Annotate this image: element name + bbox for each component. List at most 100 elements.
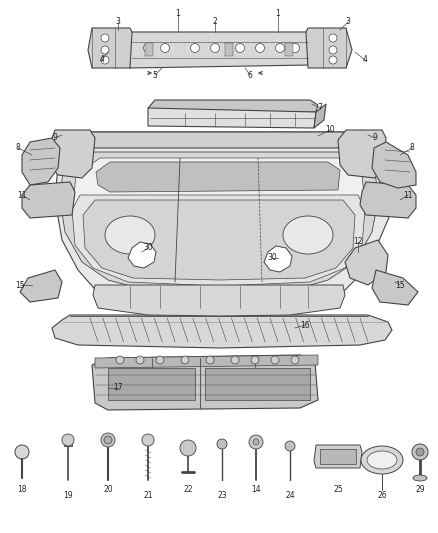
Text: 17: 17 [113, 384, 123, 392]
Text: 3: 3 [116, 18, 120, 27]
Text: 10: 10 [325, 125, 335, 134]
Circle shape [329, 34, 337, 42]
Polygon shape [60, 132, 372, 148]
Polygon shape [285, 43, 293, 56]
Text: 15: 15 [15, 280, 25, 289]
Circle shape [253, 439, 259, 445]
Polygon shape [95, 355, 318, 368]
Polygon shape [314, 104, 326, 128]
Circle shape [136, 356, 144, 364]
Polygon shape [148, 108, 316, 128]
Circle shape [101, 46, 109, 54]
Polygon shape [345, 240, 388, 285]
Circle shape [101, 56, 109, 64]
Text: 24: 24 [285, 490, 295, 499]
Polygon shape [145, 43, 153, 56]
Polygon shape [225, 43, 233, 56]
Polygon shape [83, 200, 355, 280]
Text: 25: 25 [333, 486, 343, 495]
Circle shape [271, 356, 279, 364]
Circle shape [181, 356, 189, 364]
Text: 3: 3 [346, 18, 350, 27]
Polygon shape [50, 130, 95, 178]
Circle shape [15, 445, 29, 459]
Text: 14: 14 [251, 486, 261, 495]
Text: 26: 26 [377, 490, 387, 499]
Circle shape [180, 440, 196, 456]
Text: 16: 16 [300, 320, 310, 329]
Circle shape [116, 356, 124, 364]
Circle shape [329, 46, 337, 54]
Polygon shape [96, 162, 340, 192]
Circle shape [142, 434, 154, 446]
Text: 4: 4 [363, 55, 367, 64]
Circle shape [191, 44, 199, 52]
Polygon shape [372, 270, 418, 305]
Circle shape [156, 356, 164, 364]
Text: 22: 22 [183, 486, 193, 495]
Circle shape [249, 435, 263, 449]
Polygon shape [55, 132, 396, 312]
Text: 11: 11 [403, 190, 413, 199]
Circle shape [104, 436, 112, 444]
Circle shape [231, 356, 239, 364]
Text: 9: 9 [53, 133, 57, 142]
Circle shape [62, 434, 74, 446]
Circle shape [276, 44, 285, 52]
Text: 11: 11 [17, 190, 27, 199]
Polygon shape [108, 368, 195, 400]
Circle shape [206, 356, 214, 364]
Text: 8: 8 [16, 143, 21, 152]
Polygon shape [264, 246, 292, 272]
Polygon shape [148, 100, 318, 114]
Text: 30: 30 [267, 254, 277, 262]
Circle shape [251, 356, 259, 364]
Text: 4: 4 [99, 55, 104, 64]
Polygon shape [360, 182, 416, 218]
Text: 8: 8 [410, 143, 414, 152]
Text: 23: 23 [217, 490, 227, 499]
Text: 5: 5 [152, 70, 157, 79]
Text: 7: 7 [318, 103, 322, 112]
Text: 19: 19 [63, 490, 73, 499]
Circle shape [236, 44, 244, 52]
Text: 30: 30 [143, 244, 153, 253]
Ellipse shape [367, 451, 397, 469]
Text: 29: 29 [415, 486, 425, 495]
Circle shape [285, 441, 295, 451]
Ellipse shape [283, 216, 333, 254]
Polygon shape [205, 368, 310, 400]
Text: 9: 9 [373, 133, 378, 142]
Text: 12: 12 [353, 238, 363, 246]
Polygon shape [64, 442, 72, 446]
Polygon shape [320, 449, 356, 464]
Polygon shape [88, 28, 132, 68]
Polygon shape [314, 445, 362, 468]
Text: 2: 2 [212, 18, 217, 27]
Polygon shape [338, 130, 386, 178]
Circle shape [329, 56, 337, 64]
Polygon shape [22, 182, 75, 218]
Polygon shape [306, 28, 352, 68]
Polygon shape [93, 285, 345, 316]
Polygon shape [127, 32, 312, 68]
Polygon shape [128, 242, 156, 268]
Text: 15: 15 [395, 280, 405, 289]
Polygon shape [20, 270, 62, 302]
Circle shape [144, 44, 152, 52]
Circle shape [412, 444, 428, 460]
Text: 1: 1 [176, 10, 180, 19]
Circle shape [101, 433, 115, 447]
Circle shape [101, 34, 109, 42]
Polygon shape [22, 138, 60, 185]
Polygon shape [60, 152, 378, 290]
Polygon shape [92, 355, 318, 410]
Circle shape [416, 448, 424, 456]
Text: 18: 18 [17, 486, 27, 495]
Polygon shape [72, 195, 365, 286]
Ellipse shape [361, 446, 403, 474]
Text: 20: 20 [103, 486, 113, 495]
Polygon shape [73, 158, 365, 282]
Polygon shape [372, 142, 416, 188]
Circle shape [217, 439, 227, 449]
